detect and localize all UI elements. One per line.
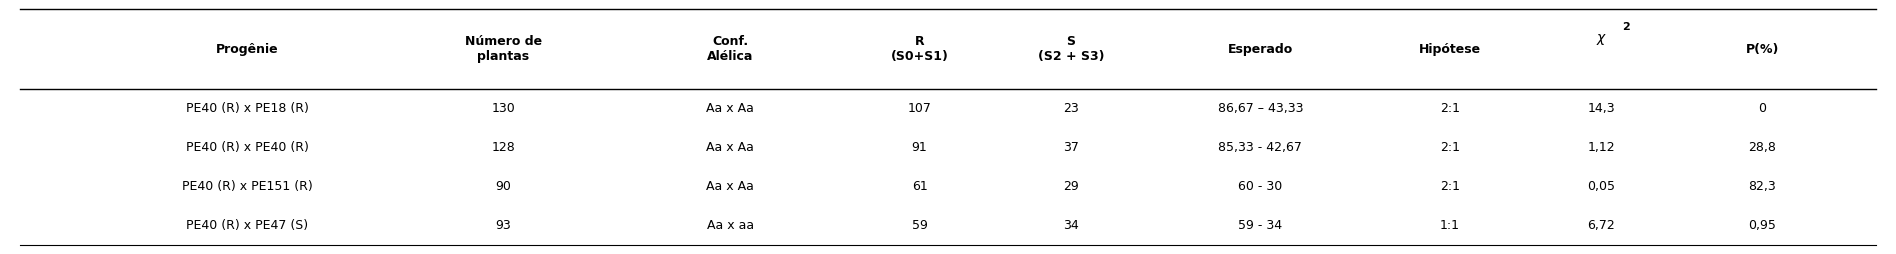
Text: 29: 29 <box>1064 180 1079 193</box>
Text: 1:1: 1:1 <box>1439 219 1460 232</box>
Text: 85,33 - 42,67: 85,33 - 42,67 <box>1219 141 1303 154</box>
Text: 2:1: 2:1 <box>1439 180 1460 193</box>
Text: S
(S2 + S3): S (S2 + S3) <box>1037 35 1103 63</box>
Text: 2: 2 <box>1621 22 1631 31</box>
Text: Aa x Aa: Aa x Aa <box>707 102 755 115</box>
Text: 59 - 34: 59 - 34 <box>1238 219 1282 232</box>
Text: PE40 (R) x PE47 (S): PE40 (R) x PE47 (S) <box>186 219 309 232</box>
Text: 0,05: 0,05 <box>1587 180 1615 193</box>
Text: PE40 (R) x PE18 (R): PE40 (R) x PE18 (R) <box>186 102 309 115</box>
Text: 61: 61 <box>912 180 927 193</box>
Text: 91: 91 <box>912 141 927 154</box>
Text: PE40 (R) x PE151 (R): PE40 (R) x PE151 (R) <box>182 180 313 193</box>
Text: R
(S0+S1): R (S0+S1) <box>891 35 948 63</box>
Text: Conf.
Alélica: Conf. Alélica <box>707 35 753 63</box>
Text: 28,8: 28,8 <box>1748 141 1777 154</box>
Text: Aa x Aa: Aa x Aa <box>707 180 755 193</box>
Text: 1,12: 1,12 <box>1587 141 1615 154</box>
Text: 128: 128 <box>491 141 516 154</box>
Text: 23: 23 <box>1064 102 1079 115</box>
Text: Progênie: Progênie <box>216 43 279 56</box>
Text: 86,67 – 43,33: 86,67 – 43,33 <box>1217 102 1303 115</box>
Text: 6,72: 6,72 <box>1587 219 1615 232</box>
Text: Hipótese: Hipótese <box>1418 43 1481 56</box>
Text: 37: 37 <box>1064 141 1079 154</box>
Text: P(%): P(%) <box>1746 43 1778 56</box>
Text: 82,3: 82,3 <box>1748 180 1777 193</box>
Text: $\chi$: $\chi$ <box>1596 31 1606 46</box>
Text: 90: 90 <box>495 180 512 193</box>
Text: 2:1: 2:1 <box>1439 141 1460 154</box>
Text: 34: 34 <box>1064 219 1079 232</box>
Text: 2:1: 2:1 <box>1439 102 1460 115</box>
Text: 93: 93 <box>495 219 510 232</box>
Text: Esperado: Esperado <box>1229 43 1293 56</box>
Text: 0,95: 0,95 <box>1748 219 1777 232</box>
Text: 14,3: 14,3 <box>1587 102 1615 115</box>
Text: 59: 59 <box>912 219 927 232</box>
Text: Aa x Aa: Aa x Aa <box>707 141 755 154</box>
Text: 130: 130 <box>491 102 516 115</box>
Text: Aa x aa: Aa x aa <box>707 219 755 232</box>
Text: 107: 107 <box>908 102 931 115</box>
Text: PE40 (R) x PE40 (R): PE40 (R) x PE40 (R) <box>186 141 309 154</box>
Text: Número de
plantas: Número de plantas <box>465 35 542 63</box>
Text: 0: 0 <box>1758 102 1765 115</box>
Text: 60 - 30: 60 - 30 <box>1238 180 1282 193</box>
